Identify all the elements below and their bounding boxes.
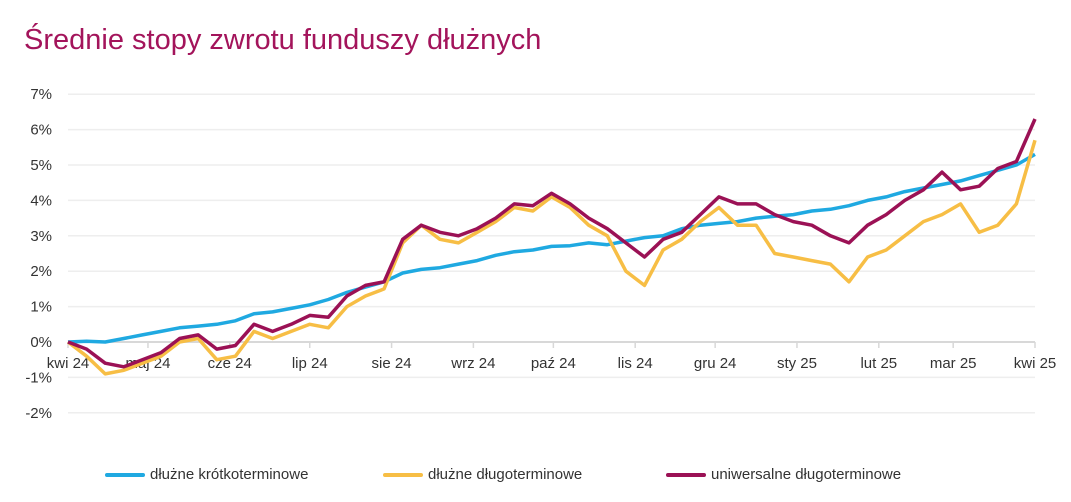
legend-swatch	[105, 472, 145, 477]
x-tick-label: sie 24	[372, 355, 412, 372]
x-tick-label: lut 25	[860, 355, 897, 372]
series-line-1	[67, 152, 1036, 344]
y-tick-label: 4%	[30, 192, 52, 209]
legend-label: dłużne krótkoterminowe	[150, 466, 309, 483]
legend-item-universal: uniwersalne długoterminowe	[666, 466, 901, 483]
chart-title: Średnie stopy zwrotu funduszy dłużnych	[24, 24, 542, 56]
x-tick-label: gru 24	[694, 355, 737, 372]
x-tick-label: sty 25	[777, 355, 817, 372]
legend-swatch	[383, 472, 423, 477]
y-tick-label: 7%	[30, 86, 52, 103]
legend-item-short-term: dłużne krótkoterminowe	[105, 466, 308, 483]
x-tick-label: kwi 24	[47, 355, 90, 372]
x-tick-label: lip 24	[292, 355, 328, 372]
y-tick-label: 1%	[30, 299, 52, 316]
x-tick-label: maj 24	[125, 355, 170, 372]
y-tick-label: 6%	[30, 122, 52, 139]
x-tick-label: paź 24	[531, 355, 576, 372]
y-tick-label: 5%	[30, 157, 52, 174]
series-line-3	[67, 118, 1037, 369]
x-tick-label: wrz 24	[450, 355, 495, 372]
legend-label: dłużne długoterminowe	[428, 466, 583, 483]
y-tick-label: 3%	[30, 228, 52, 245]
x-tick-label: kwi 25	[1014, 355, 1057, 372]
x-tick-label: lis 24	[618, 355, 653, 372]
legend-swatch	[666, 472, 706, 477]
y-tick-label: -1%	[25, 369, 52, 386]
y-tick-label: 0%	[30, 334, 52, 351]
legend-label: uniwersalne długoterminowe	[711, 466, 902, 483]
legend-item-long-term: dłużne długoterminowe	[383, 466, 582, 483]
x-tick-label: mar 25	[930, 355, 977, 372]
y-tick-label: 2%	[30, 263, 52, 280]
y-tick-label: -2%	[25, 405, 52, 422]
series-line-2	[66, 139, 1037, 376]
